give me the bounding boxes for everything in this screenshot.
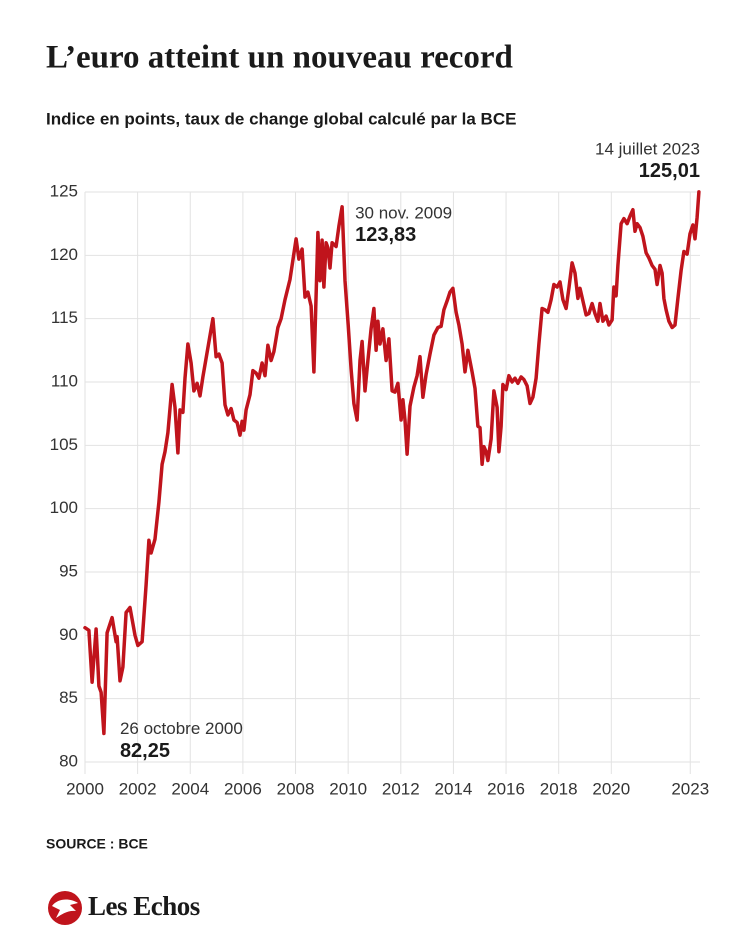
x-tick-label: 2020 bbox=[592, 779, 630, 798]
x-tick-label: 2012 bbox=[382, 779, 420, 798]
y-tick-label: 120 bbox=[50, 245, 78, 264]
data-line bbox=[83, 190, 701, 736]
source: SOURCE : BCE bbox=[46, 836, 148, 852]
x-tick-label: 2008 bbox=[277, 779, 315, 798]
x-tick-label: 2006 bbox=[224, 779, 262, 798]
chart-subtitle: Indice en points, taux de change global … bbox=[46, 109, 516, 128]
x-tick-label: 2004 bbox=[171, 779, 209, 798]
y-tick-label: 85 bbox=[59, 688, 78, 707]
y-tick-label: 110 bbox=[51, 371, 78, 390]
annotation-date: 26 octobre 2000 bbox=[120, 719, 243, 738]
y-tick-label: 90 bbox=[59, 625, 78, 644]
x-tick-label: 2010 bbox=[329, 779, 367, 798]
y-tick-label: 125 bbox=[50, 181, 78, 200]
chart-title: L’euro atteint un nouveau record bbox=[46, 40, 513, 76]
x-tick-label: 2016 bbox=[487, 779, 525, 798]
y-tick-label: 95 bbox=[59, 561, 78, 580]
x-tick-label: 2000 bbox=[66, 779, 104, 798]
y-tick-label: 80 bbox=[59, 751, 78, 770]
brand: Les Echos bbox=[88, 891, 200, 921]
y-tick-label: 115 bbox=[51, 308, 78, 327]
x-tick-label: 2002 bbox=[119, 779, 157, 798]
y-tick-label: 100 bbox=[50, 498, 78, 517]
x-tick-label: 2014 bbox=[435, 779, 473, 798]
x-tick-label: 2018 bbox=[540, 779, 578, 798]
y-tick-label: 105 bbox=[50, 435, 78, 454]
annotation-value: 82,25 bbox=[120, 740, 170, 762]
annotation-date: 14 juillet 2023 bbox=[595, 139, 700, 158]
annotation-date: 30 nov. 2009 bbox=[355, 203, 452, 222]
annotation-value: 123,83 bbox=[355, 224, 416, 246]
x-tick-label: 2023 bbox=[671, 779, 709, 798]
annotation-value: 125,01 bbox=[639, 160, 700, 182]
logo-icon bbox=[48, 891, 82, 925]
